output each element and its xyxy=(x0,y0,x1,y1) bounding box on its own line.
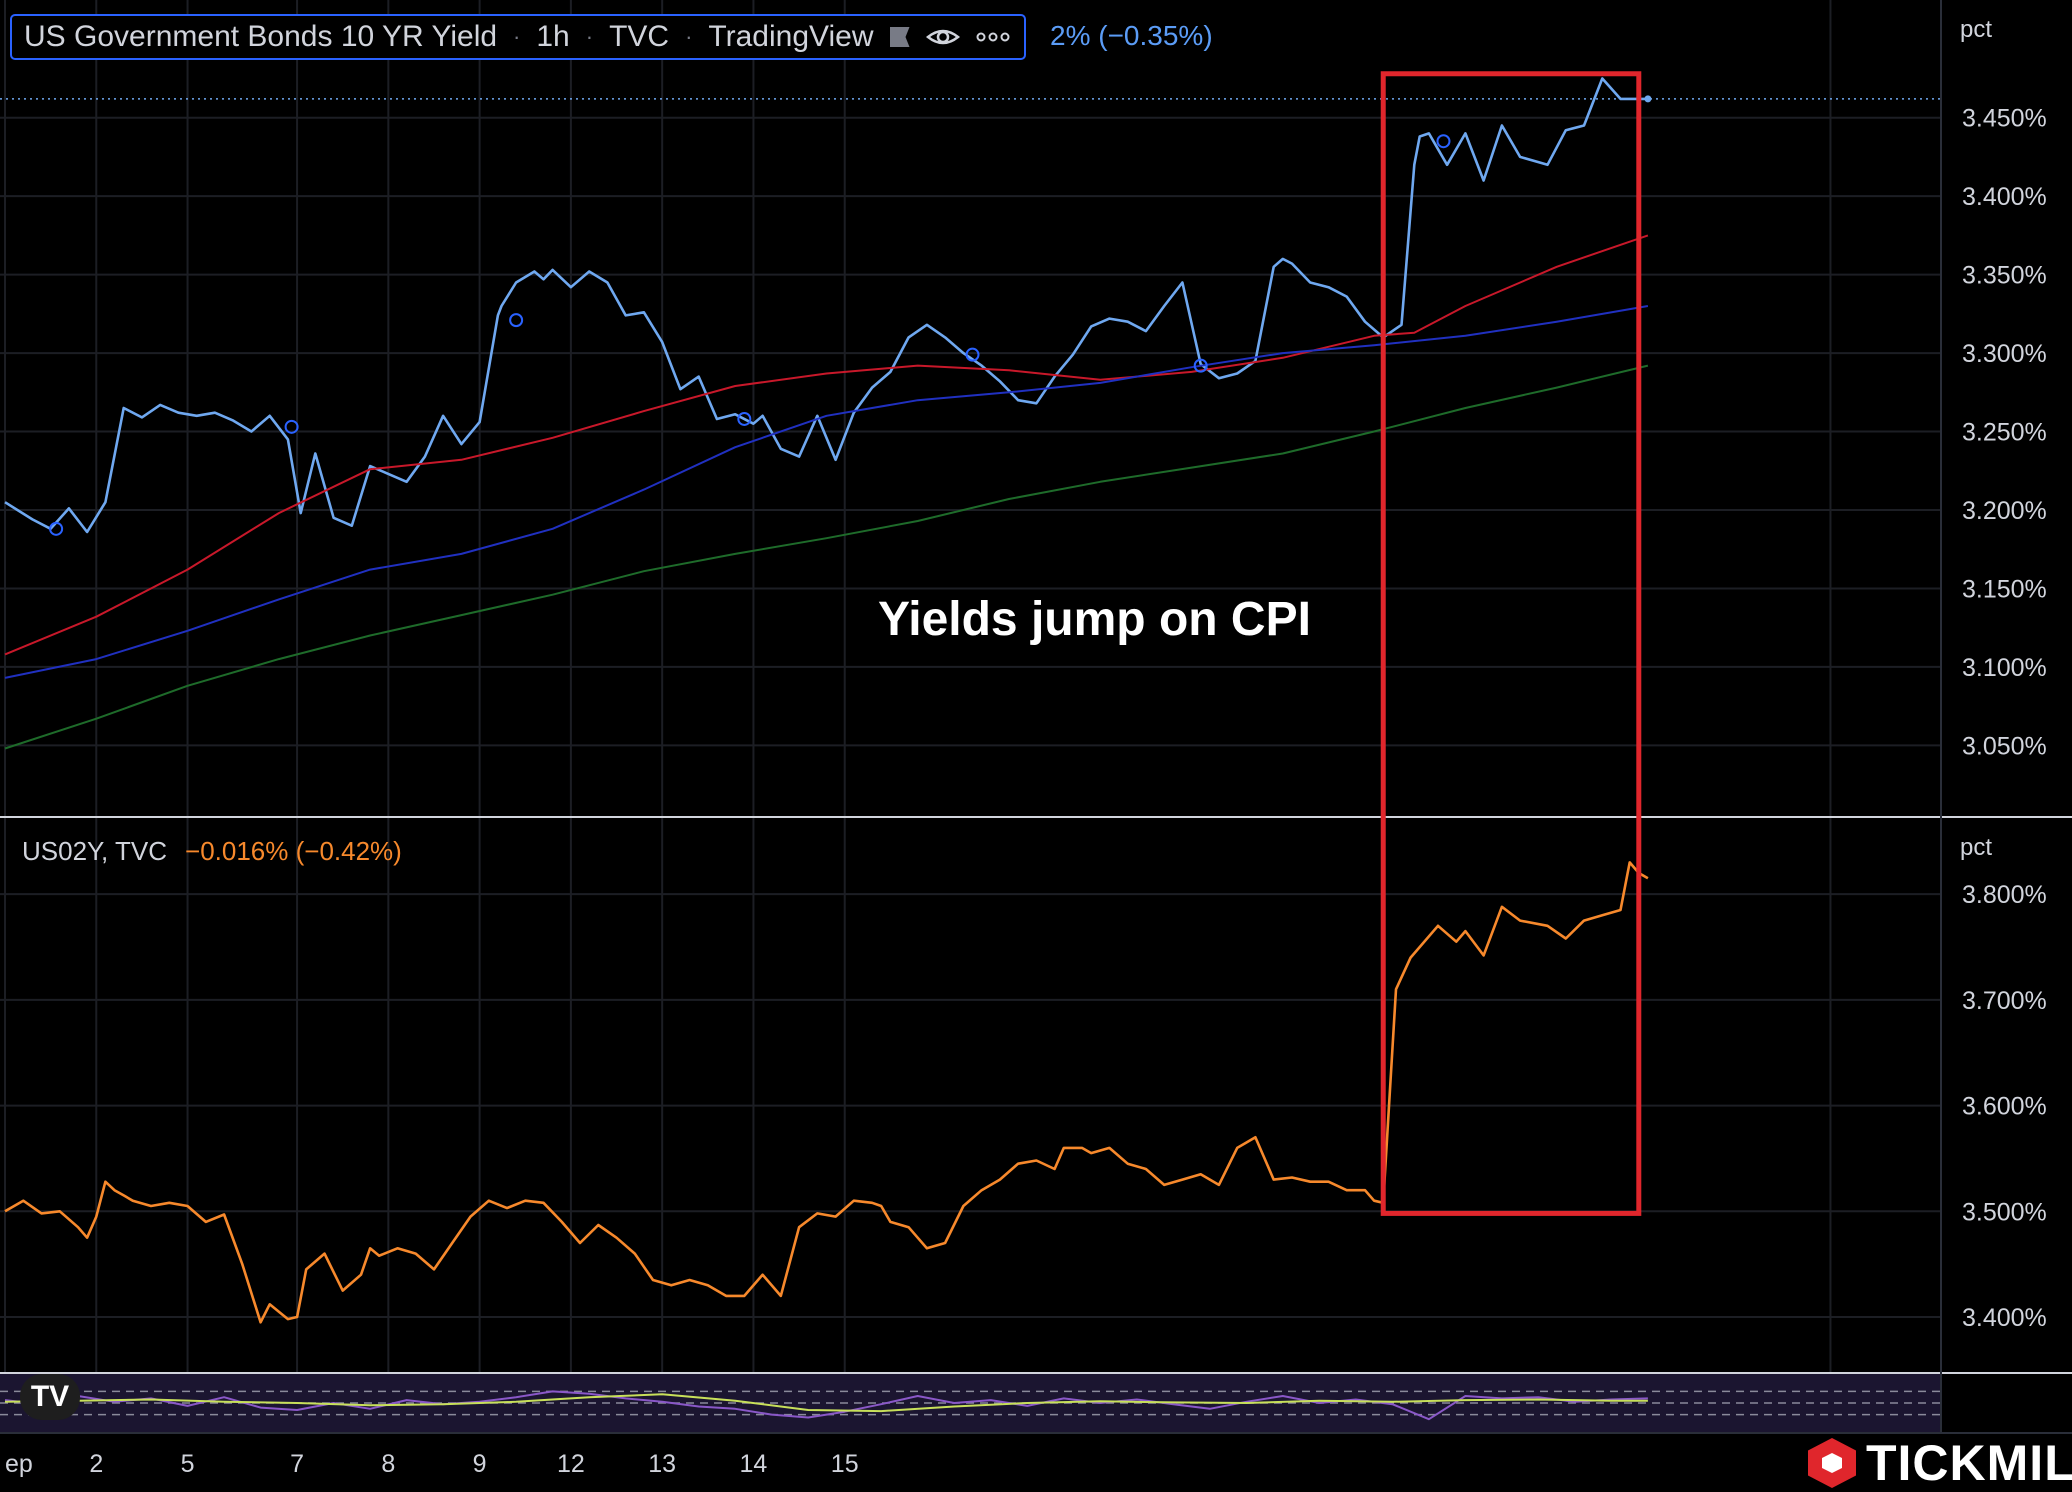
separator: · xyxy=(685,24,693,49)
interval-label[interactable]: 1h xyxy=(536,20,570,53)
event-marker xyxy=(509,313,524,328)
flag-icon[interactable] xyxy=(889,27,910,47)
event-marker xyxy=(965,347,980,362)
y-tick-label: 3.300% xyxy=(1962,340,2047,368)
y-tick-label: 3.500% xyxy=(1962,1198,2047,1226)
event-marker xyxy=(1193,358,1208,373)
x-tick-label: 2 xyxy=(89,1450,103,1478)
event-marker xyxy=(49,521,64,536)
sub-symbol: US02Y, TVC xyxy=(22,836,168,866)
y-tick-label: 3.200% xyxy=(1962,497,2047,525)
x-tick-label: 14 xyxy=(740,1450,768,1478)
y-tick-label: 3.350% xyxy=(1962,262,2047,290)
sub-change: −0.016% (−0.42%) xyxy=(185,836,402,866)
x-tick-label: 8 xyxy=(381,1450,395,1478)
symbol-title-box[interactable]: US Government Bonds 10 YR Yield · 1h · T… xyxy=(10,14,1026,60)
tickmill-hexagon-icon xyxy=(1808,1438,1856,1488)
source-label: TradingView xyxy=(708,20,874,53)
last-price-dot xyxy=(1644,95,1652,103)
annotation-text: Yields jump on CPI xyxy=(878,593,1311,646)
event-marker xyxy=(737,411,752,426)
more-icon[interactable] xyxy=(976,32,1010,42)
y-tick-label: 3.050% xyxy=(1962,732,2047,760)
x-tick-label: 9 xyxy=(473,1450,487,1478)
series-line-0-1 xyxy=(4,234,1649,656)
y-tick-label: 3.800% xyxy=(1962,881,2047,909)
exchange-label: TVC xyxy=(609,20,670,53)
x-tick-label: 5 xyxy=(181,1450,195,1478)
brand-name: TICKMILL xyxy=(1866,1435,2072,1491)
y-tick-label: 3.250% xyxy=(1962,419,2047,447)
event-marker xyxy=(1436,134,1451,149)
series-line-0-3 xyxy=(4,364,1649,750)
y-tick-label: 3.400% xyxy=(1962,183,2047,211)
x-tick-label: 7 xyxy=(290,1450,304,1478)
series-line-0-2 xyxy=(4,305,1649,679)
series-line-1-0 xyxy=(4,861,1649,1324)
y-tick-label: 3.400% xyxy=(1962,1304,2047,1332)
separator: · xyxy=(513,24,521,49)
series-line-2-1 xyxy=(4,1393,1648,1413)
tradingview-logo-icon[interactable]: TV xyxy=(20,1374,80,1420)
x-tick-label: ep xyxy=(5,1450,33,1478)
sub-unit-label: pct xyxy=(1960,834,1993,861)
main-unit-label: pct xyxy=(1960,16,1993,43)
eye-icon[interactable] xyxy=(925,25,960,49)
brand-logo: TICKMILL xyxy=(1808,1434,2072,1492)
y-tick-label: 3.150% xyxy=(1962,575,2047,603)
y-tick-label: 3.100% xyxy=(1962,654,2047,682)
sub-pane-legend[interactable]: US02Y, TVC −0.016% (−0.42%) xyxy=(22,836,402,867)
y-tick-label: 3.450% xyxy=(1962,105,2047,133)
y-tick-label: 3.700% xyxy=(1962,987,2047,1015)
highlight-box xyxy=(1380,71,1642,1216)
series-line-0-0 xyxy=(4,77,1648,534)
x-tick-label: 15 xyxy=(831,1450,859,1478)
x-tick-label: 13 xyxy=(648,1450,676,1478)
y-tick-label: 3.600% xyxy=(1962,1093,2047,1121)
separator: · xyxy=(585,24,594,49)
symbol-title: US Government Bonds 10 YR Yield xyxy=(24,20,498,53)
event-marker xyxy=(284,419,299,434)
price-change: 2% (−0.35%) xyxy=(1050,20,1213,51)
x-tick-label: 12 xyxy=(557,1450,585,1478)
